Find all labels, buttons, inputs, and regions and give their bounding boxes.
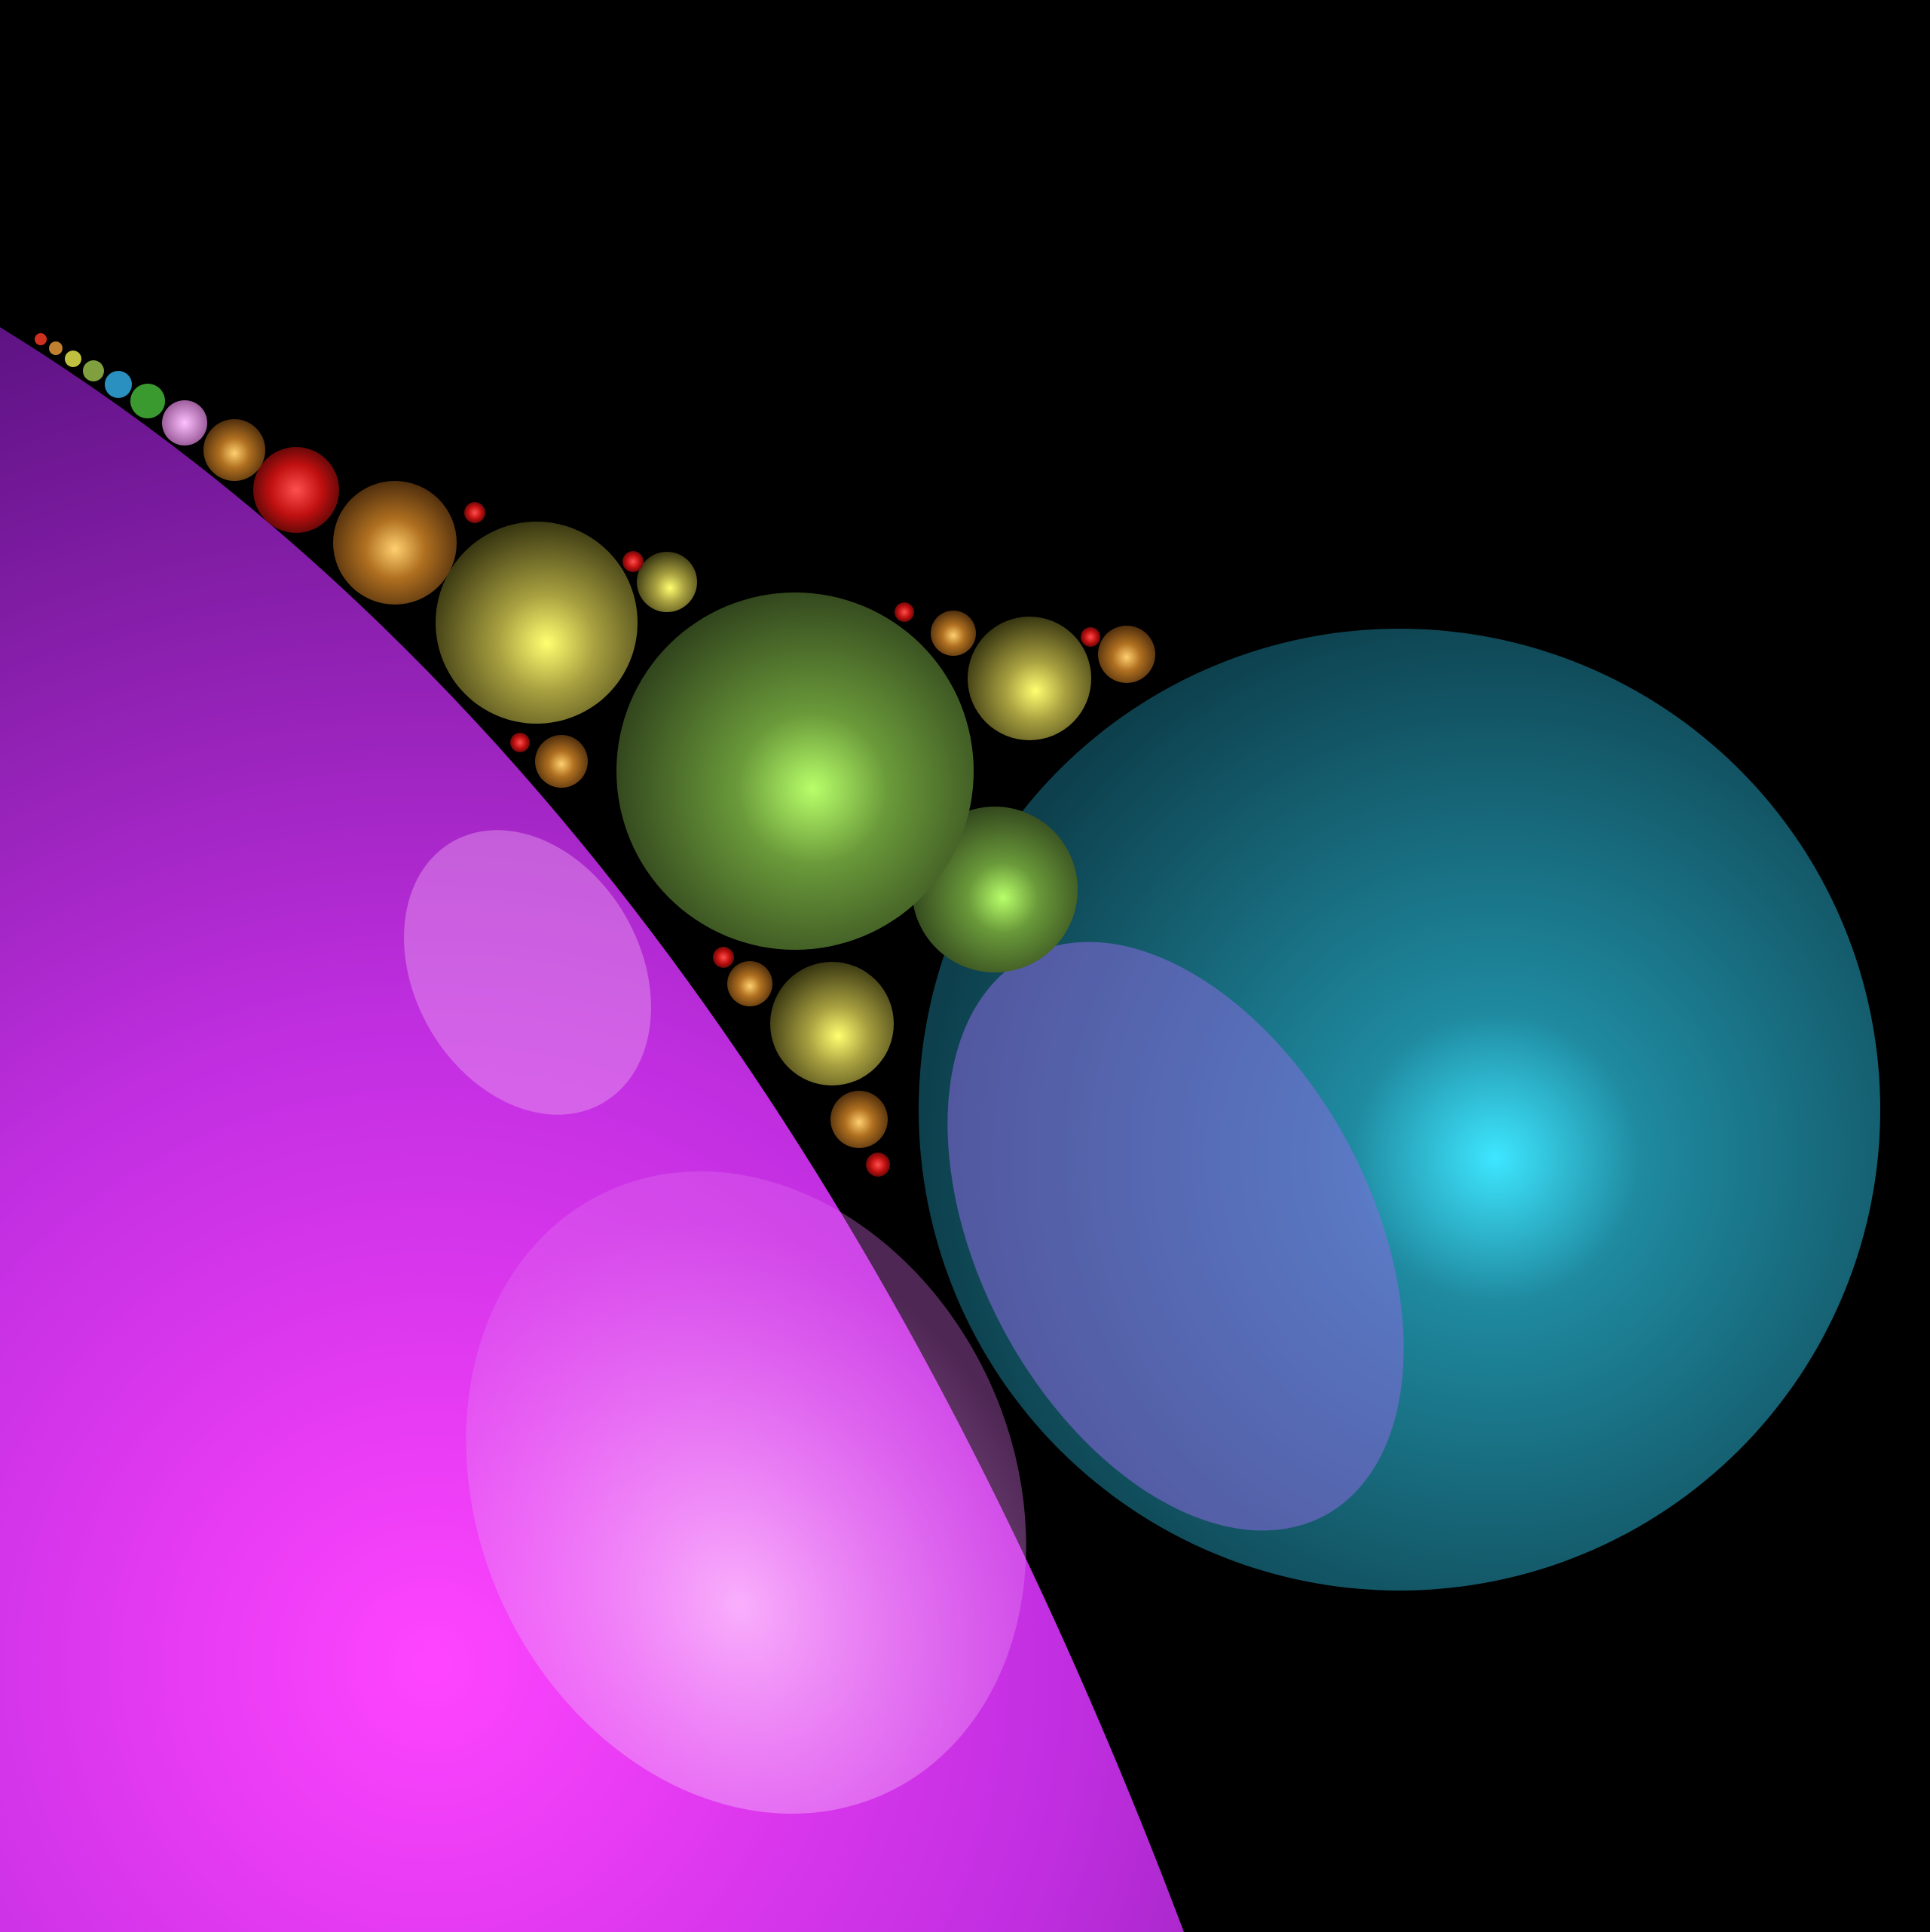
sphere [770,962,894,1085]
sphere [49,341,63,355]
sphere [830,1091,888,1148]
sphere [130,384,165,418]
sphere [1081,627,1100,647]
sphere [968,617,1091,740]
sphere [713,947,734,968]
orange-sphere [333,481,457,605]
sphere [866,1153,890,1177]
sphere [895,602,914,622]
sphere [931,611,976,656]
sphere [622,551,644,572]
reflection [404,830,651,1115]
sphere [65,351,81,367]
sphere [203,419,265,481]
sphere [535,735,588,788]
reflection [466,1171,1026,1814]
sphere [35,333,47,345]
sphere [83,360,104,381]
sphere [105,371,132,398]
green-sphere [616,592,974,950]
sphere [464,502,485,523]
sphere [727,961,772,1006]
yellow-sphere [436,522,638,724]
sphere [162,400,207,445]
sphere [510,733,530,752]
sphere [637,552,697,612]
reflection [947,942,1404,1531]
red-sphere [253,447,339,533]
sphere [1098,626,1155,683]
